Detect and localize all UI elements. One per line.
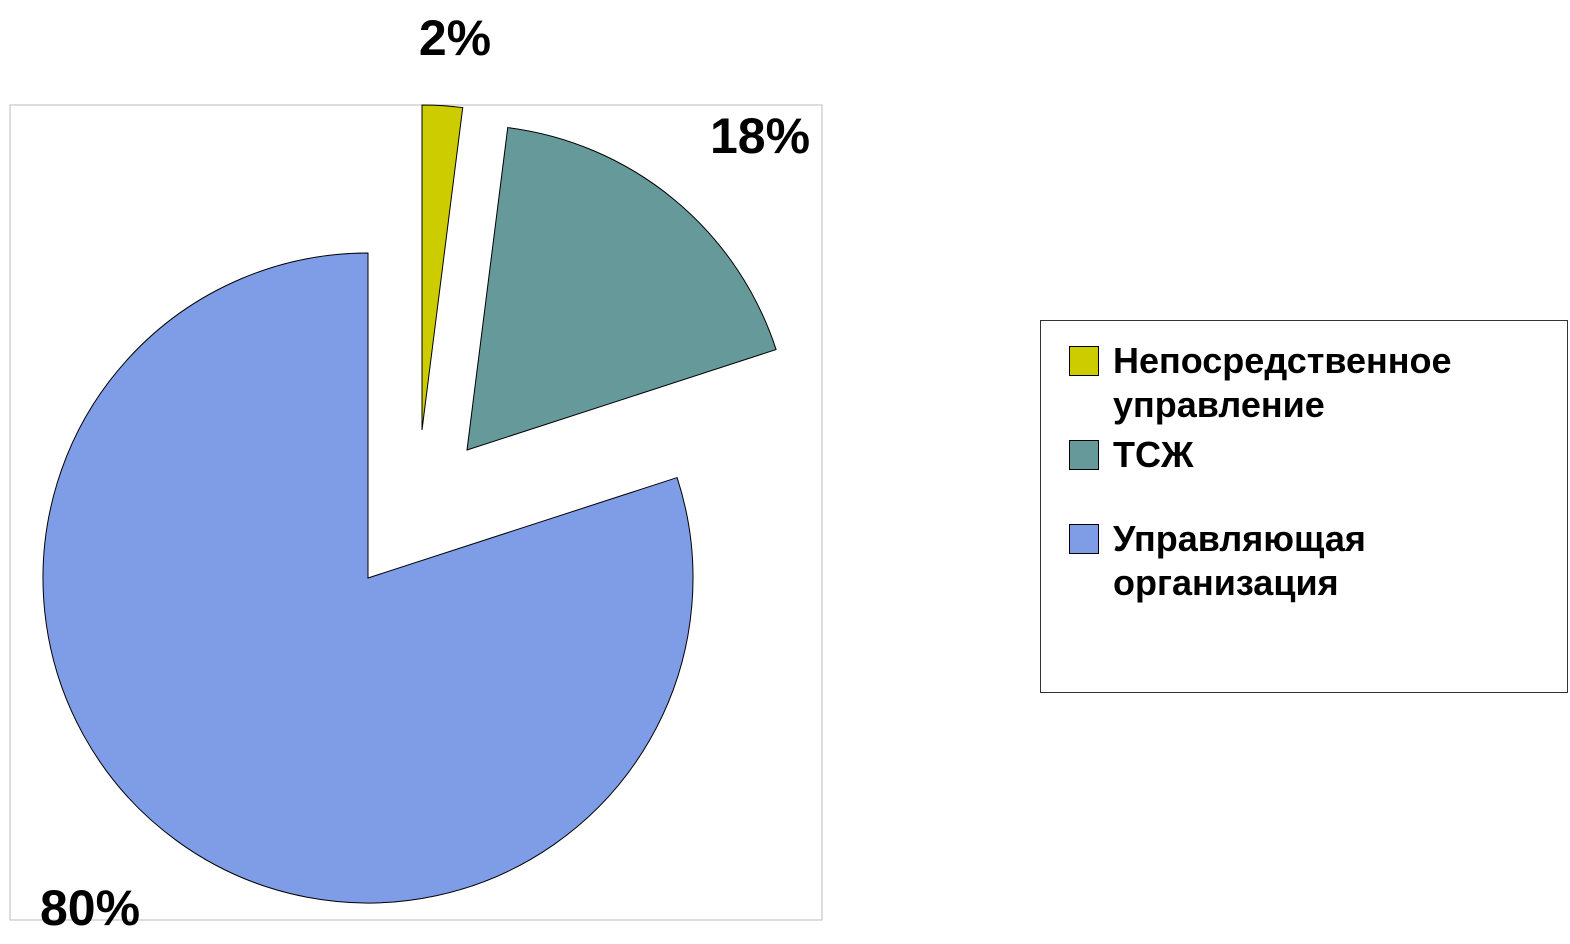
data-label: 18% bbox=[710, 108, 810, 164]
legend-swatch bbox=[1069, 524, 1099, 554]
legend-swatch bbox=[1069, 346, 1099, 376]
data-label: 2% bbox=[419, 10, 491, 66]
legend-entry: Непосредственное управление bbox=[1069, 339, 1557, 427]
legend-label: Управляющая организация bbox=[1113, 518, 1366, 603]
pie-slice bbox=[42, 252, 694, 904]
legend-entry: ТСЖ bbox=[1069, 433, 1557, 477]
data-label: 80% bbox=[40, 880, 140, 936]
legend: Непосредственное управление ТСЖ Управляюща… bbox=[1040, 320, 1568, 693]
pie-slice bbox=[421, 104, 464, 431]
pie-slice bbox=[466, 127, 777, 451]
plot-area bbox=[9, 104, 823, 921]
legend-entry: Управляющая организация bbox=[1069, 517, 1557, 605]
legend-label: Непосредственное управление bbox=[1113, 340, 1452, 425]
legend-label: ТСЖ bbox=[1113, 434, 1194, 475]
legend-swatch bbox=[1069, 440, 1099, 470]
